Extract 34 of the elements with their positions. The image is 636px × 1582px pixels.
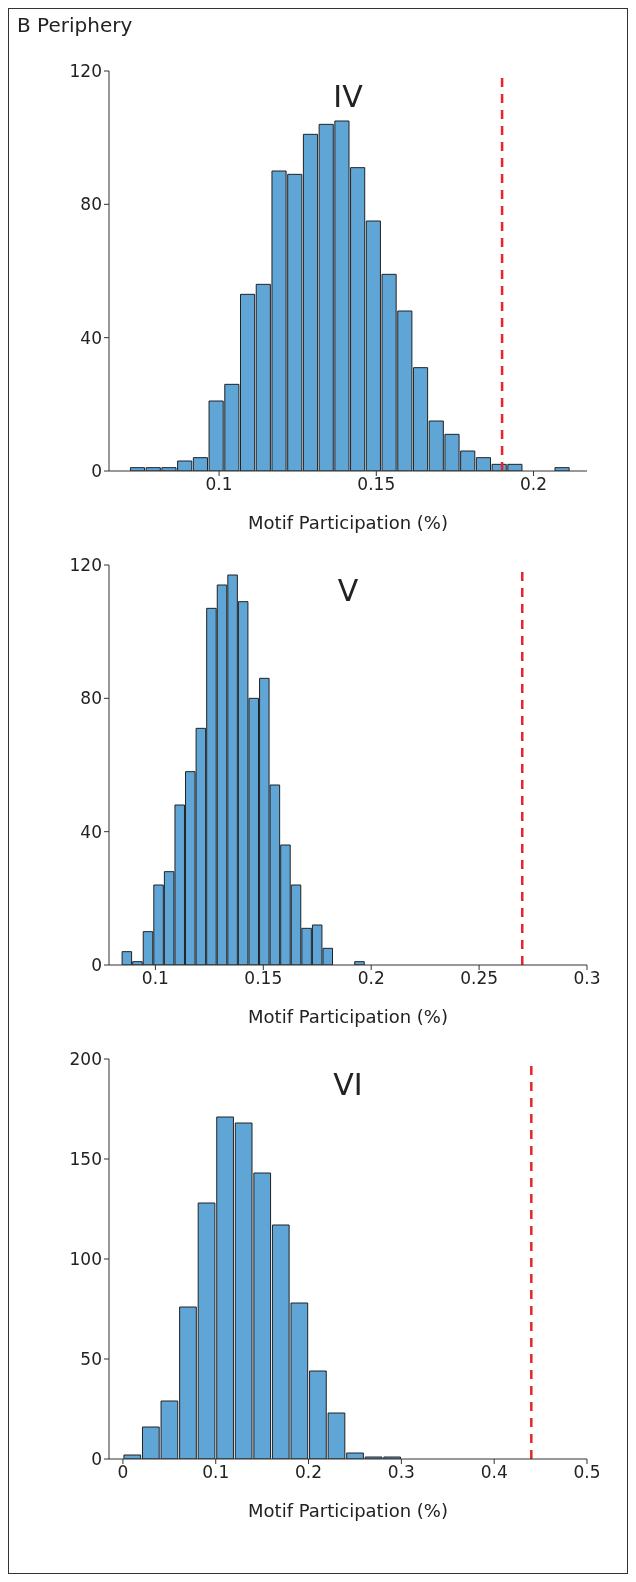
- x-tick-label: 0.15: [357, 474, 396, 495]
- chart-title: VI: [332, 1067, 364, 1102]
- y-tick-label: 80: [80, 688, 102, 709]
- x-tick-label: 0.1: [202, 1462, 230, 1483]
- y-tick-label: 80: [80, 194, 102, 215]
- x-tick-label: 0.15: [244, 968, 283, 989]
- y-tick-label: 0: [91, 955, 102, 976]
- y-tick-label: 40: [80, 821, 102, 842]
- chart-title: IV: [332, 79, 364, 114]
- text: B Periphery: [16, 13, 134, 39]
- x-tick-label: 0.2: [295, 1462, 323, 1483]
- y-tick-label: 120: [69, 61, 102, 82]
- x-tick-label: 0.2: [520, 474, 548, 495]
- x-tick-label: 0.3: [387, 1462, 415, 1483]
- y-tick-label: 120: [69, 555, 102, 576]
- y-tick-label: 50: [80, 1349, 102, 1370]
- x-tick-label: 0.5: [573, 1462, 601, 1483]
- x-tick-label: 0.1: [141, 968, 169, 989]
- x-tick-label: 0.1: [205, 474, 233, 495]
- x-axis-title: Motif Participation (%): [248, 1006, 448, 1027]
- x-tick-label: 0.3: [573, 968, 601, 989]
- x-axis-title: Motif Participation (%): [248, 1500, 448, 1521]
- chart-title: V: [336, 573, 360, 608]
- x-axis-title: Motif Participation (%): [248, 512, 448, 533]
- y-tick-label: 150: [69, 1149, 102, 1170]
- y-tick-label: 0: [91, 1449, 102, 1470]
- x-tick-label: 0.25: [460, 968, 499, 989]
- y-tick-label: 100: [69, 1249, 102, 1270]
- y-tick-label: 40: [80, 327, 102, 348]
- x-tick-label: 0: [117, 1462, 129, 1483]
- x-tick-label: 0.4: [480, 1462, 508, 1483]
- y-tick-label: 200: [69, 1049, 102, 1070]
- x-tick-label: 0.2: [357, 968, 385, 989]
- y-tick-label: 0: [91, 461, 102, 482]
